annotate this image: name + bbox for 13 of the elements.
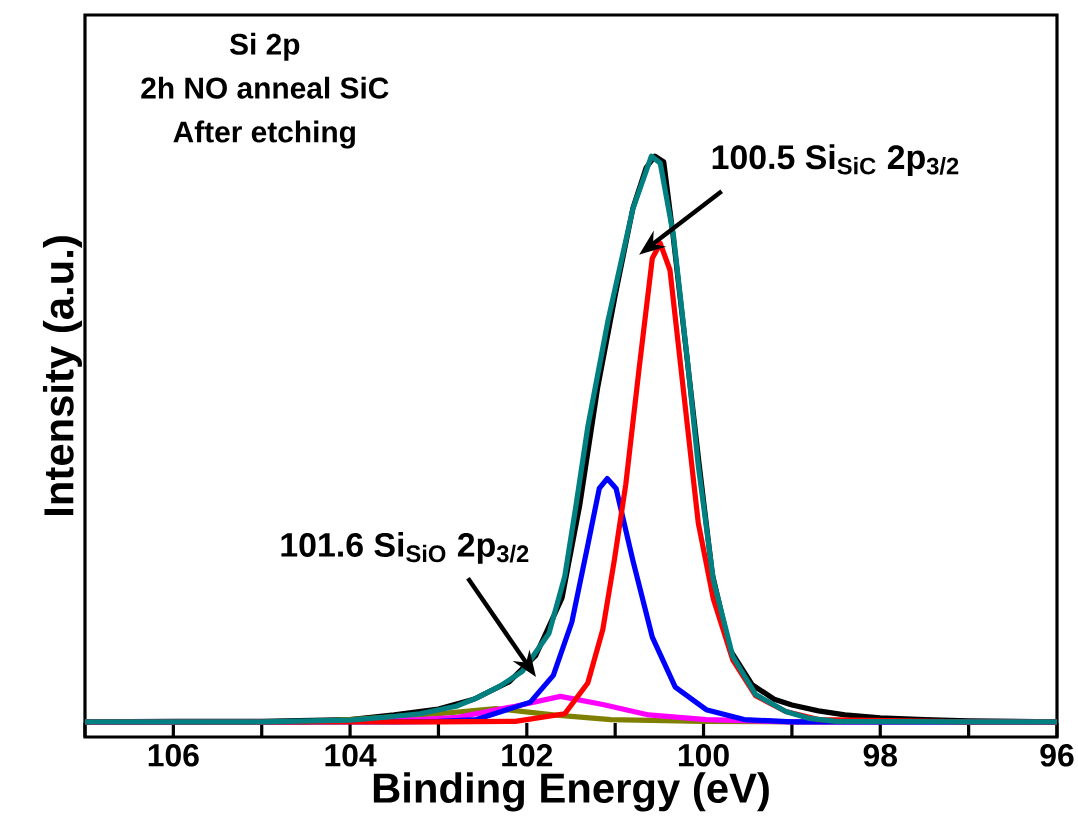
annotation: 100.5 Si$_{SiC}$ 2p$_{3/2}$ bbox=[712, 144, 959, 176]
x-tick-label: 102 bbox=[502, 744, 553, 767]
y-axis-title: Intensity (a.u.) bbox=[42, 236, 82, 515]
x-tick-label: 100 bbox=[678, 744, 729, 767]
text: After etching bbox=[173, 120, 355, 149]
annotation: 101.6 Si$_{SiO}$ 2p$_{3/2}$ bbox=[281, 532, 529, 564]
x-tick-label: 106 bbox=[148, 744, 199, 767]
text: 2h NO anneal SiC bbox=[141, 76, 389, 99]
x-tick-label: 98 bbox=[863, 744, 898, 767]
x-tick-label: 96 bbox=[1040, 744, 1074, 767]
x-axis-title: Binding Energy (eV) bbox=[373, 772, 769, 812]
text: Si 2p bbox=[229, 32, 300, 61]
x-tick-label: 104 bbox=[325, 744, 377, 767]
